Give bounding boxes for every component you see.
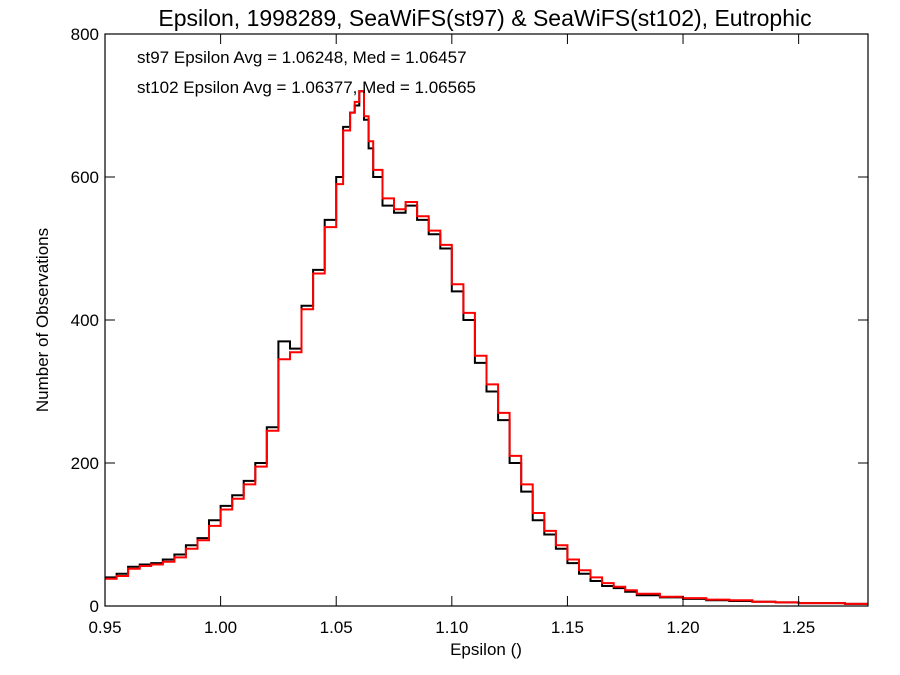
x-tick-label: 1.25 [782, 618, 815, 637]
chart-title: Epsilon, 1998289, SeaWiFS(st97) & SeaWiF… [158, 5, 811, 31]
st102-stats-annotation: st102 Epsilon Avg = 1.06377, Med = 1.065… [137, 78, 476, 97]
series-st102-histogram [105, 90, 868, 605]
x-tick-label: 0.95 [88, 618, 121, 637]
y-tick-label: 400 [71, 311, 99, 330]
st97-stats-annotation: st97 Epsilon Avg = 1.06248, Med = 1.0645… [137, 48, 467, 67]
y-axis-label: Number of Observations [33, 228, 52, 412]
y-axis-ticks: 0 200 400 600 800 [71, 25, 868, 616]
x-tick-label: 1.05 [320, 618, 353, 637]
x-tick-label: 1.10 [435, 618, 468, 637]
x-tick-label: 1.15 [551, 618, 584, 637]
x-tick-label: 1.00 [204, 618, 237, 637]
y-tick-label: 600 [71, 168, 99, 187]
series-layer [105, 90, 868, 605]
series-st97-histogram [105, 90, 868, 605]
y-tick-label: 0 [90, 597, 99, 616]
x-axis-ticks: 0.95 1.00 1.05 1.10 1.15 1.20 1.25 [88, 34, 815, 637]
y-tick-label: 800 [71, 25, 99, 44]
x-axis-label: Epsilon () [450, 640, 522, 659]
y-tick-label: 200 [71, 454, 99, 473]
x-tick-label: 1.20 [666, 618, 699, 637]
